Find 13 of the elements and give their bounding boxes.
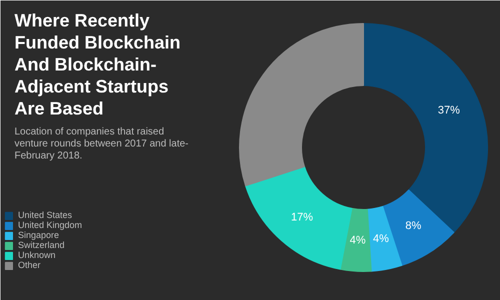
legend-label: Unknown bbox=[18, 250, 56, 260]
data-label: 8% bbox=[405, 220, 422, 232]
data-label: 4% bbox=[372, 232, 390, 245]
legend-label: United Kingdom bbox=[18, 220, 82, 230]
data-label: 17% bbox=[290, 211, 314, 224]
legend-label: Singapore bbox=[18, 230, 60, 240]
legend-label: Other bbox=[18, 260, 41, 270]
legend-label: Switzerland bbox=[18, 240, 65, 250]
data-label: 4% bbox=[350, 234, 366, 246]
text: Where Recently Funded Blockchain And Blockchain-Adjacent Startups Are Based bbox=[14, 10, 181, 118]
data-label: 37% bbox=[438, 104, 460, 117]
text: Location of companies that raised venture rounds between 2017 and late-February 2018. bbox=[14, 126, 189, 162]
legend-label: United States bbox=[18, 210, 72, 220]
